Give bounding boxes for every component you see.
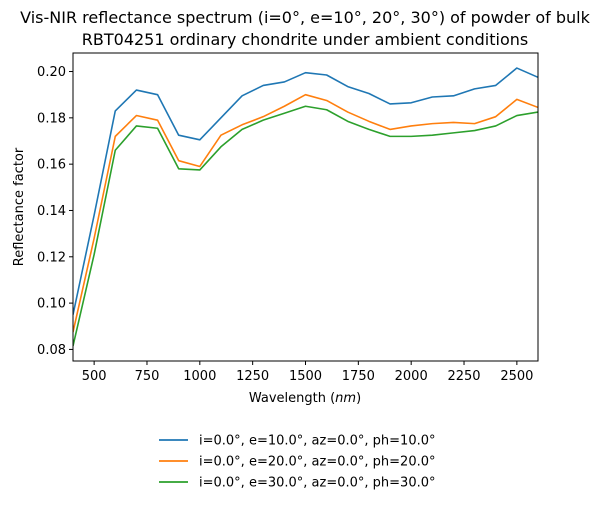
x-tick-label: 2250 xyxy=(447,369,480,384)
x-tick-label: 1750 xyxy=(342,369,375,384)
x-tick-label: 500 xyxy=(82,369,107,384)
y-axis-label: Reflectance factor xyxy=(12,147,27,266)
chart-title: Vis-NIR reflectance spectrum (i=0°, e=10… xyxy=(20,8,590,49)
plot-lines xyxy=(73,67,538,347)
x-tick-label: 2000 xyxy=(395,369,428,384)
series-line-1 xyxy=(73,67,538,315)
x-axis-ticks: 500 750 1000 1250 1500 1750 2000 2250 2500 xyxy=(82,361,533,384)
legend-label: i=0.0°, e=10.0°, az=0.0°, ph=10.0° xyxy=(199,434,436,449)
legend-label: i=0.0°, e=30.0°, az=0.0°, ph=30.0° xyxy=(199,476,436,491)
plot-frame xyxy=(72,52,539,362)
legend-label: i=0.0°, e=20.0°, az=0.0°, ph=20.0° xyxy=(199,455,436,470)
chart-title-line-2: RBT04251 ordinary chondrite under ambien… xyxy=(82,30,528,49)
y-tick-label: 0.12 xyxy=(37,250,66,265)
y-axis-ticks: 0.08 0.10 0.12 0.14 0.16 0.18 0.20 xyxy=(37,65,73,358)
y-tick-label: 0.08 xyxy=(37,343,66,358)
y-tick-label: 0.20 xyxy=(37,65,66,80)
y-tick-label: 0.16 xyxy=(37,158,66,173)
y-tick-label: 0.10 xyxy=(37,297,66,312)
x-tick-label: 1250 xyxy=(236,369,269,384)
series-line-3 xyxy=(73,105,538,347)
y-tick-label: 0.14 xyxy=(37,204,66,219)
y-tick-label: 0.18 xyxy=(37,111,66,126)
x-tick-label: 1500 xyxy=(289,369,322,384)
legend-item: i=0.0°, e=10.0°, az=0.0°, ph=10.0° xyxy=(159,434,436,449)
legend-item: i=0.0°, e=30.0°, az=0.0°, ph=30.0° xyxy=(159,476,436,491)
chart-title-line-1: Vis-NIR reflectance spectrum (i=0°, e=10… xyxy=(20,8,590,27)
legend: i=0.0°, e=10.0°, az=0.0°, ph=10.0° i=0.0°… xyxy=(159,434,436,491)
x-tick-label: 750 xyxy=(135,369,160,384)
x-tick-label: 2500 xyxy=(500,369,533,384)
x-tick-label: 1000 xyxy=(183,369,216,384)
series-line-2 xyxy=(73,93,538,333)
legend-item: i=0.0°, e=20.0°, az=0.0°, ph=20.0° xyxy=(159,455,436,470)
x-axis-label: Wavelength (nm) xyxy=(249,391,361,406)
